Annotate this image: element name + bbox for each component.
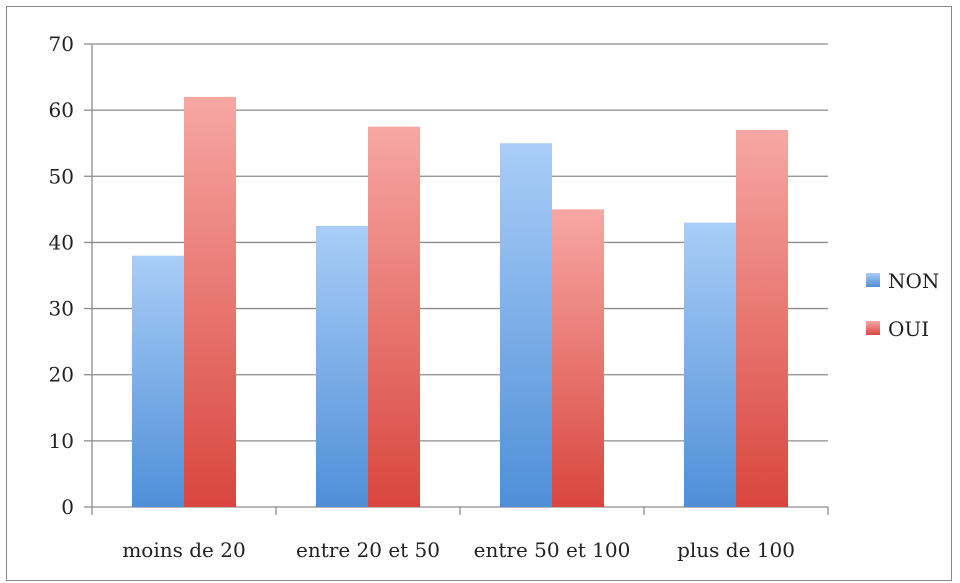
legend-swatch-oui xyxy=(866,321,880,335)
y-tick-label: 10 xyxy=(49,429,74,453)
legend-swatch-non xyxy=(866,273,880,287)
x-tick-label: moins de 20 xyxy=(122,538,245,562)
y-tick-label: 40 xyxy=(49,230,74,254)
y-tick-label: 30 xyxy=(49,297,74,321)
y-tick-label: 0 xyxy=(61,495,74,519)
bar-oui-4 xyxy=(736,129,788,507)
bar-oui-2 xyxy=(368,126,420,507)
bar-oui-1 xyxy=(184,96,236,508)
bar-non-3 xyxy=(500,143,552,507)
legend: NON OUI xyxy=(866,269,939,341)
legend-label-oui: OUI xyxy=(888,317,929,341)
x-tick-label: plus de 100 xyxy=(677,538,795,562)
bar-non-4 xyxy=(684,222,736,508)
y-tick-label: 70 xyxy=(49,32,74,56)
bar-non-1 xyxy=(132,255,184,507)
tick-labels: 0 10 20 30 40 50 60 70 moins de 20 entre 20 et 50… xyxy=(49,32,795,562)
bar-non-2 xyxy=(316,225,368,507)
bars xyxy=(132,96,788,508)
y-tick-label: 50 xyxy=(49,164,74,188)
y-tick-label: 20 xyxy=(49,363,74,387)
x-tick-label: entre 50 et 100 xyxy=(474,538,631,562)
legend-label-non: NON xyxy=(888,269,939,293)
x-tick-label: entre 20 et 50 xyxy=(296,538,440,562)
bar-oui-3 xyxy=(552,209,604,507)
y-tick-label: 60 xyxy=(49,98,74,122)
